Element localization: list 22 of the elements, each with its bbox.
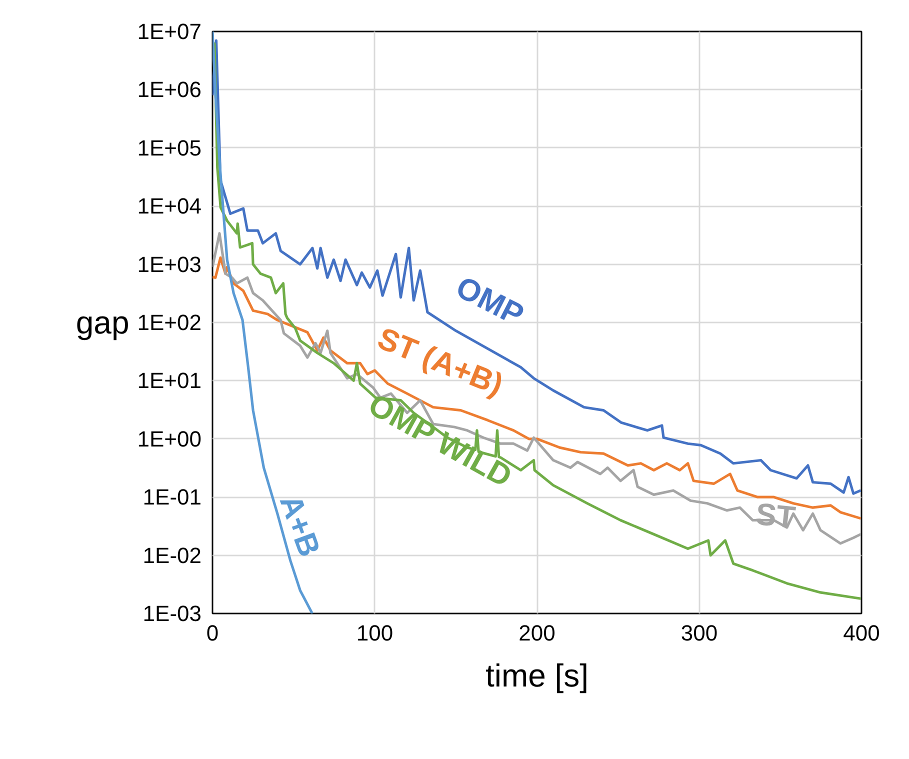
y-tick-label: 1E+05	[137, 135, 202, 160]
line-series	[212, 39, 862, 495]
y-tick-label: 1E+06	[137, 77, 202, 102]
x-tick-label: 100	[356, 620, 394, 646]
y-tick-label: 1E+00	[137, 426, 202, 452]
y-tick-label: 1E+04	[137, 194, 202, 219]
text: A+B	[272, 490, 328, 562]
y-tick-label: 1E-01	[142, 484, 202, 510]
y-tick-label: 1E-02	[142, 542, 202, 568]
y-tick-label: 1E+03	[137, 252, 202, 277]
y-tick-label: 1E+02	[137, 310, 202, 335]
line-series	[212, 42, 862, 600]
x-tick-label: 300	[680, 620, 718, 646]
x-axis-title: time [s]	[485, 658, 589, 694]
y-axis-title: gap	[76, 304, 130, 340]
x-tick-label: 200	[518, 620, 556, 646]
x-tick-label: 400	[843, 620, 880, 646]
x-tick-label: 0	[206, 620, 219, 646]
y-tick-label: 1E+01	[137, 368, 202, 394]
y-tick-label: 1E-03	[142, 601, 202, 626]
y-tick-label: 1E+07	[137, 19, 202, 44]
text: OMP	[450, 269, 530, 333]
